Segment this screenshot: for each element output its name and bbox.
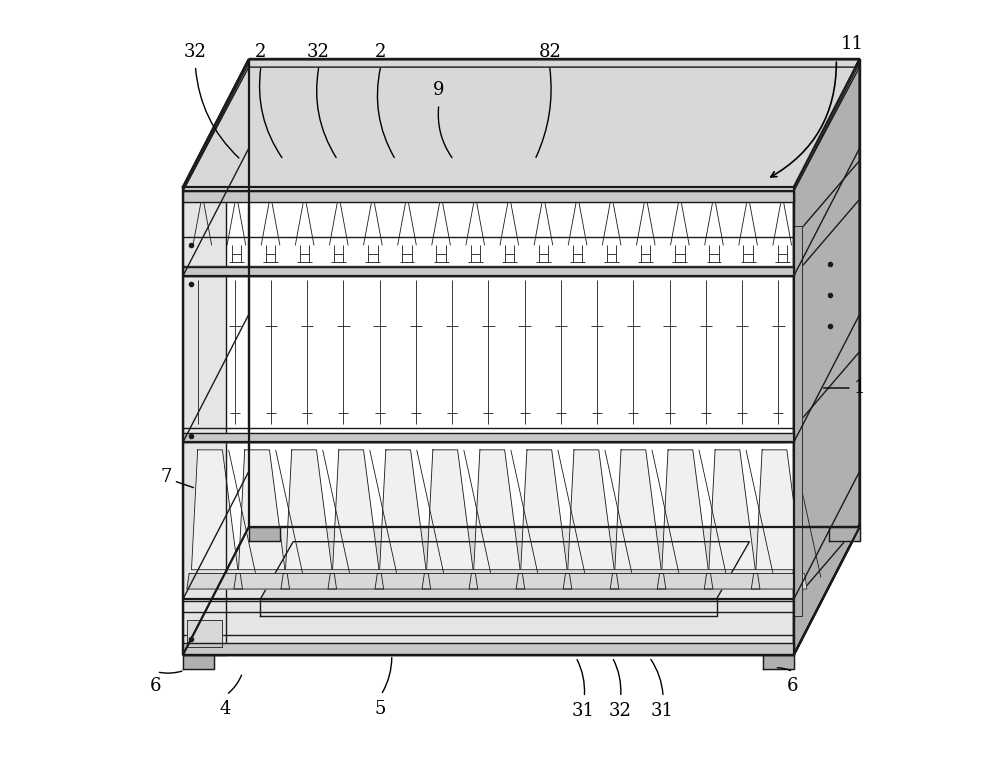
Polygon shape <box>183 67 860 191</box>
Polygon shape <box>183 527 860 655</box>
Polygon shape <box>191 450 238 570</box>
Polygon shape <box>183 187 226 655</box>
Text: 7: 7 <box>160 468 172 486</box>
Polygon shape <box>183 433 794 442</box>
Polygon shape <box>615 450 661 570</box>
Polygon shape <box>375 573 431 589</box>
Text: 31: 31 <box>651 702 674 720</box>
Polygon shape <box>187 573 243 589</box>
Polygon shape <box>328 573 384 589</box>
Polygon shape <box>427 450 473 570</box>
Polygon shape <box>380 450 426 570</box>
Text: 2: 2 <box>255 43 266 61</box>
Polygon shape <box>183 655 214 669</box>
Polygon shape <box>474 450 520 570</box>
Text: 5: 5 <box>374 700 386 718</box>
Polygon shape <box>709 450 755 570</box>
Text: 11: 11 <box>840 35 863 53</box>
Polygon shape <box>794 60 860 655</box>
Polygon shape <box>260 542 749 599</box>
Polygon shape <box>234 573 290 589</box>
Text: 31: 31 <box>572 702 595 720</box>
Text: 32: 32 <box>183 43 206 61</box>
Text: 2: 2 <box>374 43 386 61</box>
Polygon shape <box>794 226 802 616</box>
Polygon shape <box>183 191 794 203</box>
Text: 82: 82 <box>539 43 562 61</box>
Polygon shape <box>563 573 619 589</box>
Polygon shape <box>281 573 337 589</box>
Polygon shape <box>568 450 614 570</box>
Polygon shape <box>704 573 760 589</box>
Polygon shape <box>756 450 802 570</box>
Polygon shape <box>829 527 860 541</box>
Polygon shape <box>260 599 717 616</box>
Polygon shape <box>183 60 860 187</box>
Polygon shape <box>187 620 222 647</box>
Text: 9: 9 <box>432 81 444 99</box>
Text: 32: 32 <box>608 702 631 720</box>
Polygon shape <box>422 573 478 589</box>
Polygon shape <box>239 450 285 570</box>
Text: 32: 32 <box>307 43 330 61</box>
Text: 6: 6 <box>150 677 162 695</box>
Polygon shape <box>333 450 379 570</box>
Polygon shape <box>610 573 666 589</box>
Text: 1: 1 <box>854 379 865 397</box>
Polygon shape <box>286 450 332 570</box>
Polygon shape <box>657 573 713 589</box>
Polygon shape <box>751 573 807 589</box>
Polygon shape <box>662 450 708 570</box>
Polygon shape <box>183 643 794 655</box>
Polygon shape <box>183 267 794 276</box>
Text: 6: 6 <box>787 677 798 695</box>
Polygon shape <box>249 527 280 541</box>
Polygon shape <box>469 573 525 589</box>
Polygon shape <box>521 450 567 570</box>
Polygon shape <box>516 573 572 589</box>
Text: 4: 4 <box>220 700 231 718</box>
Polygon shape <box>763 655 794 669</box>
